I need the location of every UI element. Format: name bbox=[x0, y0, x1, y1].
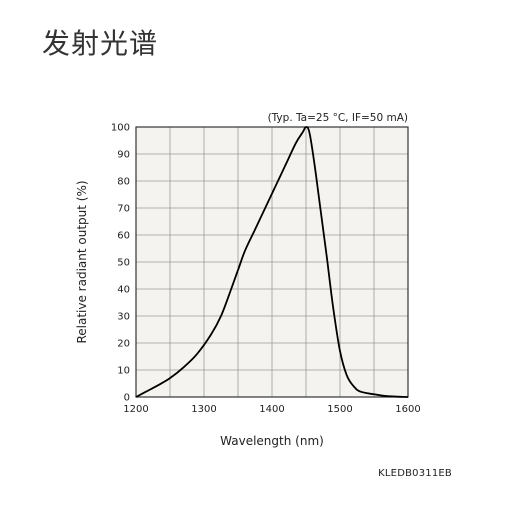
figure-code: KLEDB0311EB bbox=[378, 468, 452, 479]
y-tick-label: 90 bbox=[117, 150, 130, 161]
y-tick-label: 70 bbox=[117, 204, 130, 215]
y-tick-label: 20 bbox=[117, 339, 130, 350]
spectrum-curve bbox=[135, 126, 409, 398]
page-title: 发射光谱 bbox=[42, 27, 159, 60]
plot-frame bbox=[135, 126, 409, 398]
y-tick-label: 80 bbox=[117, 177, 130, 188]
x-tick-label: 1600 bbox=[395, 404, 420, 415]
y-tick-labels: 0 10 20 30 40 50 60 70 80 90 100 bbox=[111, 123, 130, 404]
y-axis-title: Relative radiant output (%) bbox=[75, 180, 89, 343]
y-tick-label: 50 bbox=[117, 258, 130, 269]
measurement-condition: (Typ. Ta=25 °C, IF=50 mA) bbox=[268, 112, 408, 124]
y-tick-label: 0 bbox=[124, 393, 130, 404]
y-tick-label: 40 bbox=[117, 285, 130, 296]
x-axis-title: Wavelength (nm) bbox=[220, 434, 324, 448]
y-tick-label: 30 bbox=[117, 312, 130, 323]
x-tick-labels: 1200 1300 1400 1500 1600 bbox=[123, 404, 420, 415]
grid-lines bbox=[135, 126, 409, 398]
y-tick-label: 60 bbox=[117, 231, 130, 242]
x-tick-label: 1200 bbox=[123, 404, 148, 415]
x-tick-label: 1500 bbox=[327, 404, 352, 415]
x-tick-label: 1300 bbox=[191, 404, 216, 415]
y-tick-label: 10 bbox=[117, 366, 130, 377]
x-tick-label: 1400 bbox=[259, 404, 284, 415]
y-tick-label: 100 bbox=[111, 123, 130, 134]
